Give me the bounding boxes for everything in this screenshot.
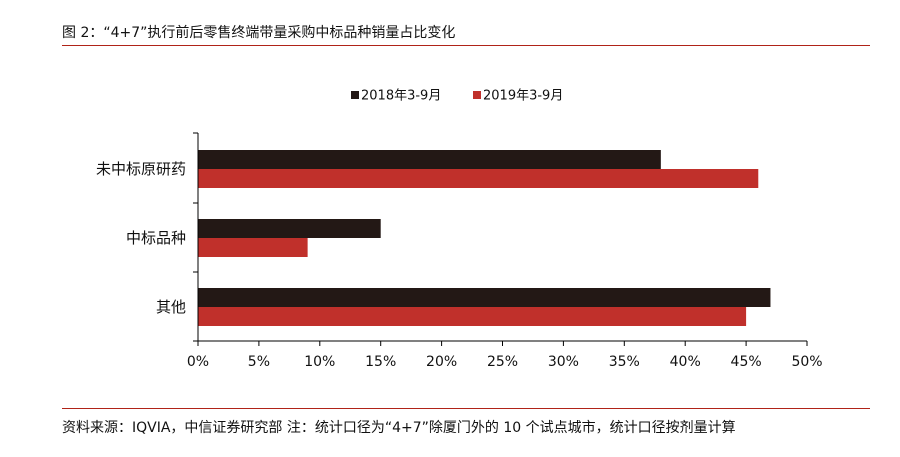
category-label-1: 中标品种 <box>126 229 186 247</box>
legend-swatch-0 <box>351 91 359 99</box>
bars-group <box>198 150 771 326</box>
x-tick-label-5: 25% <box>487 354 518 370</box>
legend-swatch-1 <box>473 91 481 99</box>
x-tick-label-7: 35% <box>609 354 640 370</box>
x-tick-label-9: 45% <box>731 354 762 370</box>
bar-2-1 <box>198 307 747 326</box>
x-tick-label-8: 40% <box>670 354 701 370</box>
x-tick-label-1: 5% <box>248 354 270 370</box>
bar-1-0 <box>198 219 381 238</box>
legend-label-1: 2019年3-9月 <box>483 89 563 104</box>
x-tick-label-0: 0% <box>187 354 209 370</box>
top-rule <box>62 45 870 46</box>
x-tick-label-4: 20% <box>426 354 457 370</box>
legend: 2018年3-9月 2019年3-9月 <box>351 89 563 104</box>
category-label-2: 其他 <box>156 298 186 316</box>
legend-label-0: 2018年3-9月 <box>361 89 441 104</box>
category-label-0: 未中标原研药 <box>96 160 186 178</box>
chart-footer: 资料来源：IQVIA，中信证券研究部 注：统计口径为“4+7”除厦门外的 10 … <box>62 420 736 436</box>
bar-2-0 <box>198 288 771 307</box>
chart-header: 图 2：“4+7”执行前后零售终端带量采购中标品种销量占比变化 <box>62 25 456 41</box>
bar-0-0 <box>198 150 661 169</box>
x-tick-label-6: 30% <box>548 354 579 370</box>
x-tick-label-3: 15% <box>365 354 396 370</box>
x-tick-label-10: 50% <box>791 354 822 370</box>
bottom-rule <box>62 408 870 409</box>
x-tick-label-2: 10% <box>304 354 335 370</box>
bar-0-1 <box>198 169 759 188</box>
bar-1-1 <box>198 238 308 257</box>
